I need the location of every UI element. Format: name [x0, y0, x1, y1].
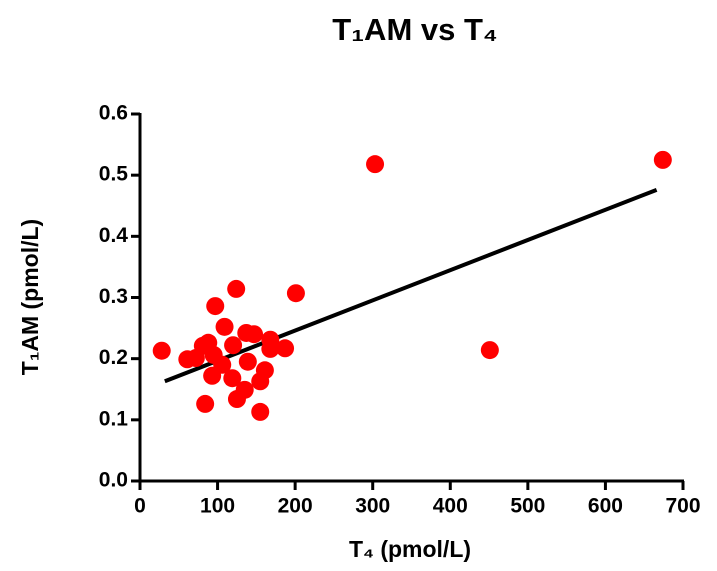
data-point — [251, 402, 270, 421]
y-tick-label: 0.2 — [99, 346, 128, 369]
x-tick-label: 600 — [588, 495, 623, 518]
data-point — [213, 355, 232, 374]
data-point — [286, 284, 305, 303]
data-point — [215, 317, 234, 336]
chart-title: T₁AM vs T₄ — [332, 12, 497, 47]
data-point — [196, 394, 215, 413]
y-tick-label: 0.0 — [99, 469, 128, 492]
x-tick-label: 400 — [433, 495, 468, 518]
x-tick-label: 300 — [355, 495, 390, 518]
data-point — [227, 279, 246, 298]
data-point — [224, 336, 243, 355]
data-point — [261, 339, 280, 358]
x-tick-label: 500 — [510, 495, 545, 518]
y-tick-label: 0.6 — [99, 102, 128, 125]
x-tick-label: 200 — [278, 495, 313, 518]
data-point — [366, 155, 385, 174]
data-point — [255, 361, 274, 380]
x-tick-label: 0 — [134, 495, 146, 518]
x-tick-label: 100 — [200, 495, 235, 518]
x-tick-label: 700 — [665, 495, 700, 518]
y-tick-label: 0.1 — [99, 407, 129, 430]
data-point — [223, 369, 242, 388]
data-point — [653, 150, 672, 169]
data-point — [238, 352, 257, 371]
data-point — [152, 341, 171, 360]
data-point — [480, 341, 499, 360]
data-point — [206, 297, 225, 316]
fit-line — [164, 187, 658, 384]
y-tick-label: 0.5 — [99, 163, 129, 186]
y-tick-label: 0.3 — [99, 285, 128, 308]
x-axis-label: T₄ (pmol/L) — [349, 536, 471, 562]
data-point — [235, 380, 254, 399]
data-point — [276, 339, 295, 358]
y-axis-label: T₁AM (pmol/L) — [17, 219, 43, 375]
data-point — [245, 325, 264, 344]
y-tick-label: 0.4 — [99, 224, 129, 247]
